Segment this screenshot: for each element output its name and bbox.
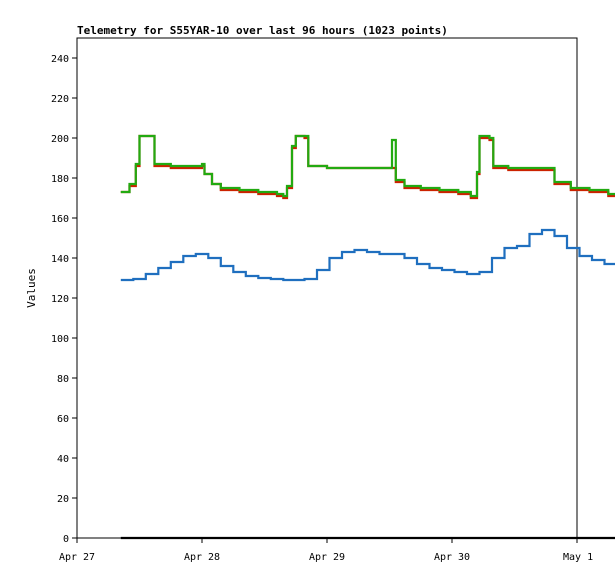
y-tick-label: 220 (51, 94, 69, 105)
y-tick-label: 80 (57, 374, 69, 385)
y-tick-label: 100 (51, 334, 69, 345)
y-axis: 0 20 40 60 80 100 120 140 160 180 200 220 240 (51, 54, 77, 545)
y-tick-label: 40 (57, 454, 69, 465)
y-tick-label: 0 (63, 534, 69, 545)
x-tick-label: May 1 (563, 552, 593, 563)
plot-frame (76, 37, 578, 539)
y-tick-label: 240 (51, 54, 69, 65)
y-tick-label: 180 (51, 174, 69, 185)
series-line-3 (120, 134, 615, 198)
series-layer (120, 134, 615, 540)
y-tick-label: 140 (51, 254, 69, 265)
x-tick-label: Apr 30 (434, 552, 470, 563)
x-tick-label: Apr 28 (184, 552, 220, 563)
y-tick-label: 20 (57, 494, 69, 505)
y-axis-label: Values (25, 268, 38, 308)
series-line-1 (120, 228, 615, 282)
x-tick-label: Apr 29 (309, 552, 345, 563)
y-tick-label: 120 (51, 294, 69, 305)
x-axis: Apr 27 Apr 28 Apr 29 Apr 30 May 1 (59, 538, 593, 563)
y-tick-label: 160 (51, 214, 69, 225)
y-tick-label: 200 (51, 134, 69, 145)
y-tick-label: 60 (57, 414, 69, 425)
x-tick-label: Apr 27 (59, 552, 95, 563)
chart-title: Telemetry for S55YAR-10 over last 96 hou… (77, 24, 448, 37)
